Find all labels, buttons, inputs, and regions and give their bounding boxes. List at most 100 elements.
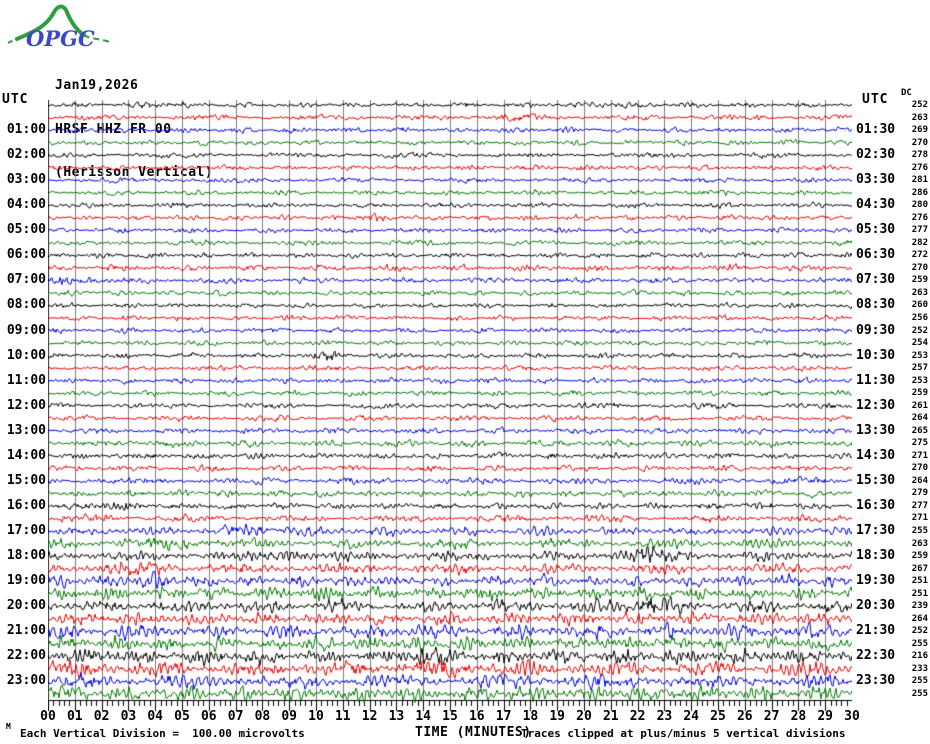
dc-value: 276 <box>911 162 928 173</box>
left-time-label: 17:00 <box>6 523 46 539</box>
right-time-label: 10:30 <box>856 347 896 363</box>
x-tick-label: 12 <box>361 709 378 724</box>
x-tick-label: 30 <box>844 709 860 724</box>
left-time-label: 10:00 <box>6 347 46 363</box>
left-time-label: 06:00 <box>6 247 46 263</box>
dc-value: 281 <box>911 175 928 186</box>
left-time-label: 04:00 <box>6 197 46 213</box>
dc-value: 255 <box>911 526 928 537</box>
x-tick-label: 06 <box>200 709 217 724</box>
x-tick-label: 04 <box>147 709 164 724</box>
left-time-label: 22:00 <box>6 648 46 664</box>
dc-value: 251 <box>911 576 928 587</box>
x-tick-label: 10 <box>308 709 324 724</box>
left-time-label: 23:00 <box>6 673 46 689</box>
dc-value: 263 <box>911 287 928 298</box>
dc-value: 239 <box>911 601 928 612</box>
dc-value: 286 <box>911 187 928 198</box>
dc-value: 267 <box>911 563 928 574</box>
dc-value: 264 <box>911 475 928 486</box>
dc-value: 282 <box>911 237 928 248</box>
logo-ridge-right-dash <box>83 34 113 44</box>
dc-value: 253 <box>911 350 928 361</box>
x-tick-label: 22 <box>629 709 646 724</box>
right-time-label: 11:30 <box>856 372 896 388</box>
dc-value: 252 <box>911 100 928 110</box>
x-tick-label: 03 <box>120 709 137 724</box>
dc-value: 278 <box>911 150 928 161</box>
dc-value: 270 <box>911 262 928 273</box>
x-tick-label: 11 <box>334 709 351 724</box>
left-time-label: 13:00 <box>6 422 46 438</box>
dc-value: 270 <box>911 463 928 474</box>
dc-value: 277 <box>911 225 928 236</box>
x-axis-title: TIME (MINUTES) <box>415 725 532 740</box>
dc-value: 259 <box>911 388 928 399</box>
dc-value: 264 <box>911 413 928 424</box>
right-time-label: 13:30 <box>856 422 896 438</box>
dc-value: 253 <box>911 375 928 386</box>
dc-value: 265 <box>911 425 928 436</box>
right-time-label: 02:30 <box>856 147 896 163</box>
dc-value: 255 <box>911 688 928 699</box>
left-time-label: 03:00 <box>6 172 46 188</box>
left-time-label: 01:00 <box>6 122 46 138</box>
left-time-label: 09:00 <box>6 322 46 338</box>
dc-value: 252 <box>911 626 928 637</box>
dc-value: 254 <box>911 338 928 349</box>
right-time-label: 23:30 <box>856 673 896 689</box>
dc-value: 280 <box>911 200 928 211</box>
right-time-label: 19:30 <box>856 573 896 589</box>
right-time-label: 20:30 <box>856 598 896 614</box>
x-tick-label: 25 <box>710 709 726 724</box>
dc-column-header: DC <box>901 88 912 98</box>
right-time-label: 18:30 <box>856 548 896 564</box>
x-tick-label: 26 <box>736 709 753 724</box>
right-time-label: 03:30 <box>856 172 896 188</box>
x-tick-label: 08 <box>254 709 271 724</box>
dc-value: 251 <box>911 588 928 599</box>
right-time-label: 21:30 <box>856 623 896 639</box>
right-time-label: 08:30 <box>856 297 896 313</box>
x-tick-label: 18 <box>522 709 539 724</box>
left-time-label: 12:00 <box>6 397 46 413</box>
dc-value: 233 <box>911 663 928 674</box>
right-time-label: 17:30 <box>856 523 896 539</box>
dc-value: 272 <box>911 250 928 261</box>
x-tick-label: 01 <box>66 709 83 724</box>
x-tick-label: 00 <box>40 709 56 724</box>
dc-value: 263 <box>911 538 928 549</box>
left-time-label: 08:00 <box>6 297 46 313</box>
left-time-label: 21:00 <box>6 623 46 639</box>
right-time-label: 05:30 <box>856 222 896 238</box>
left-time-label: 14:00 <box>6 447 46 463</box>
x-tick-label: 09 <box>281 709 298 724</box>
left-time-label: 05:00 <box>6 222 46 238</box>
right-axis-header: UTC <box>862 92 889 107</box>
x-tick-label: 23 <box>656 709 673 724</box>
x-tick-label: 05 <box>174 709 190 724</box>
left-time-label: 15:00 <box>6 472 46 488</box>
dc-value: 271 <box>911 450 928 461</box>
x-tick-label: 17 <box>495 709 512 724</box>
left-time-label: 18:00 <box>6 548 46 564</box>
left-time-label: 07:00 <box>6 272 46 288</box>
x-tick-label: 27 <box>763 709 780 724</box>
dc-value: 252 <box>911 325 928 336</box>
x-tick-label: 14 <box>415 709 432 724</box>
left-axis-header: UTC <box>2 92 29 107</box>
x-tick-label: 28 <box>790 709 807 724</box>
dc-value: 263 <box>911 112 928 123</box>
dc-value: 275 <box>911 438 928 449</box>
dc-value: 279 <box>911 488 928 499</box>
dc-value: 257 <box>911 363 928 374</box>
right-time-label: 15:30 <box>856 472 896 488</box>
x-tick-label: 29 <box>817 709 834 724</box>
x-tick-label: 02 <box>93 709 110 724</box>
x-tick-label: 21 <box>602 709 619 724</box>
dc-value: 276 <box>911 212 928 223</box>
x-tick-label: 20 <box>576 709 592 724</box>
logo-ridge-peak <box>15 4 86 41</box>
plot-date: Jan19,2026 <box>55 78 139 93</box>
